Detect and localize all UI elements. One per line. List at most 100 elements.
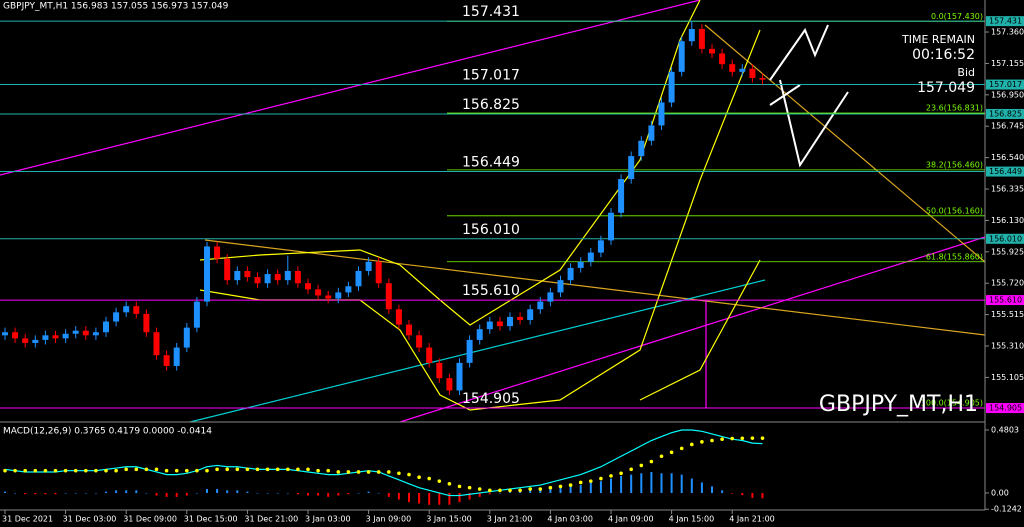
candle-body bbox=[668, 71, 675, 103]
fib-label: 50.0(156.160) bbox=[926, 206, 983, 215]
arrow bbox=[779, 79, 849, 168]
y-tick-label: 155.515 bbox=[991, 310, 1024, 319]
macd-histogram-bar bbox=[478, 492, 481, 497]
signal-dot bbox=[740, 436, 745, 441]
signal-dot bbox=[346, 470, 351, 474]
level-tag-label: 156.010 bbox=[989, 234, 1022, 243]
candle-body bbox=[244, 270, 251, 278]
candle-body bbox=[305, 283, 311, 290]
x-tick-label: 4 Jan 15:00 bbox=[669, 515, 715, 524]
y-tick-label: 155.925 bbox=[991, 247, 1024, 256]
macd-histogram-bar bbox=[135, 490, 138, 493]
trend-line bbox=[0, 0, 701, 176]
macd-histogram-bar bbox=[105, 491, 107, 493]
candle-body bbox=[163, 355, 170, 366]
signal-dot bbox=[578, 480, 583, 485]
macd-histogram-bar bbox=[700, 482, 703, 493]
signal-dot bbox=[104, 468, 108, 473]
macd-label: MACD(12,26,9) 0.3765 0.4179 0.0000 -0.04… bbox=[3, 427, 212, 437]
candle-body bbox=[587, 252, 594, 262]
candle-body bbox=[577, 261, 584, 268]
signal-dot bbox=[679, 446, 684, 451]
level-tag bbox=[986, 233, 1024, 244]
candle-body bbox=[12, 332, 19, 339]
level-tag bbox=[986, 16, 1024, 27]
fib-label: 23.6(156.831) bbox=[926, 104, 983, 113]
candle-body bbox=[52, 335, 59, 339]
macd-histogram-bar bbox=[84, 492, 87, 494]
candle-body bbox=[739, 68, 746, 72]
signal-dot bbox=[467, 485, 472, 490]
candle-body bbox=[496, 321, 503, 327]
signal-dot bbox=[599, 476, 603, 481]
signal-dot bbox=[23, 468, 28, 473]
macd-histogram-bar bbox=[54, 492, 57, 495]
candle-body bbox=[113, 312, 120, 322]
candle-body bbox=[456, 362, 463, 391]
candle-body bbox=[325, 295, 332, 299]
macd-histogram-bar bbox=[761, 492, 764, 499]
moving-average bbox=[189, 279, 766, 423]
candle-body bbox=[507, 316, 513, 327]
macd-histogram-bar bbox=[549, 487, 552, 493]
signal-dot bbox=[760, 436, 765, 440]
macd-histogram-bar bbox=[599, 481, 602, 493]
signal-dot bbox=[710, 438, 714, 443]
macd-histogram-bar bbox=[377, 492, 380, 494]
level-label: 156.825 bbox=[462, 97, 520, 113]
candle-body bbox=[335, 292, 342, 299]
signal-dot bbox=[427, 476, 432, 481]
signal-dot bbox=[164, 468, 169, 473]
macd-histogram-bar bbox=[741, 492, 744, 496]
signal-dot bbox=[508, 488, 512, 493]
y-tick-label: 157.360 bbox=[991, 28, 1024, 37]
level-tag bbox=[986, 166, 1024, 177]
macd-histogram-bar bbox=[569, 485, 572, 493]
candle-body bbox=[648, 125, 655, 141]
macd-histogram-bar bbox=[468, 492, 471, 500]
candle-body bbox=[395, 309, 402, 325]
candle-body bbox=[486, 321, 493, 330]
y-tick-label: 156.540 bbox=[991, 153, 1024, 162]
signal-dot bbox=[376, 470, 381, 474]
signal-dot bbox=[255, 467, 260, 472]
macd-histogram-bar bbox=[185, 492, 188, 496]
signal-dot bbox=[619, 471, 623, 476]
signal-dot bbox=[63, 468, 68, 473]
arrow bbox=[769, 24, 829, 81]
time-remain-label: TIME REMAIN bbox=[901, 33, 975, 46]
signal-dot bbox=[174, 468, 179, 473]
macd-histogram-bar bbox=[559, 486, 562, 493]
macd-histogram-bar bbox=[438, 492, 441, 505]
signal-dot bbox=[3, 468, 7, 473]
macd-histogram-bar bbox=[145, 492, 148, 494]
fib-label: 100.0(154.905) bbox=[921, 399, 983, 408]
price-pane: 157.360 157.155 156.950 156.745 156.540 156.3… bbox=[0, 4, 1024, 524]
macd-histogram-bar bbox=[246, 491, 249, 493]
candle-body bbox=[274, 274, 281, 281]
macd-histogram-bar bbox=[64, 492, 67, 494]
signal-dot bbox=[538, 487, 543, 491]
macd-histogram-bar bbox=[125, 490, 128, 493]
signal-dot bbox=[144, 467, 149, 472]
level-tag-label: 154.905 bbox=[989, 404, 1022, 413]
candle-body bbox=[365, 261, 372, 271]
x-tick-label: 4 Jan 21:00 bbox=[729, 515, 775, 524]
arrow bbox=[769, 84, 801, 106]
macd-histogram-bar bbox=[418, 492, 421, 504]
macd-histogram-bar bbox=[488, 492, 491, 495]
macd-histogram-bar bbox=[24, 492, 27, 495]
macd-histogram-bar bbox=[307, 492, 309, 496]
signal-dot bbox=[528, 487, 532, 491]
trend-line bbox=[204, 239, 986, 336]
signal-dot bbox=[84, 468, 88, 473]
signal-dot bbox=[447, 481, 452, 486]
candle-body bbox=[749, 68, 756, 78]
signal-dot bbox=[558, 484, 563, 489]
level-tag bbox=[986, 108, 1024, 119]
signal-dot bbox=[750, 436, 755, 440]
candle-body bbox=[224, 258, 231, 281]
macd-histogram-bar bbox=[721, 490, 724, 493]
macd-histogram-bar bbox=[317, 492, 320, 496]
level-label: 156.010 bbox=[462, 222, 520, 238]
